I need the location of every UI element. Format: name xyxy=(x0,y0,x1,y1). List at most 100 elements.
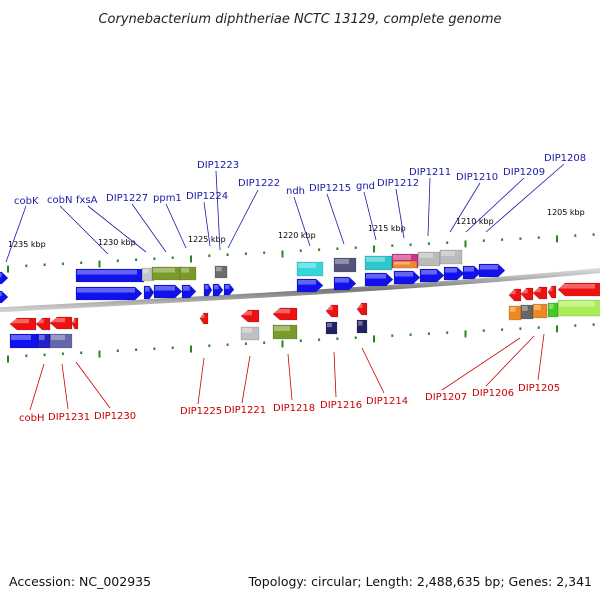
feature-block[interactable] xyxy=(520,304,534,320)
reverse-gene[interactable] xyxy=(325,304,339,318)
gene-label-DIP1209[interactable]: DIP1209 xyxy=(503,167,545,178)
genome-backbone xyxy=(0,267,600,313)
gene-label-DIP1222[interactable]: DIP1222 xyxy=(238,178,280,189)
gene-label-DIP1211[interactable]: DIP1211 xyxy=(409,167,451,178)
forward-gene-labels: cobK cobN fxsA DIP1227 ppm1 DIP1224 DIP1… xyxy=(14,153,586,207)
reverse-gene[interactable] xyxy=(35,317,51,331)
forward-gene[interactable] xyxy=(153,284,183,299)
feature-block-highlight xyxy=(441,251,455,256)
reverse-gene[interactable] xyxy=(547,285,557,299)
gene-label-DIP1205[interactable]: DIP1205 xyxy=(518,383,560,394)
reverse-gene[interactable] xyxy=(557,282,600,297)
forward-gene[interactable] xyxy=(393,270,421,285)
reverse-gene[interactable] xyxy=(520,287,534,301)
gene-label-DIP1208[interactable]: DIP1208 xyxy=(544,153,586,164)
reverse-gene[interactable] xyxy=(272,307,298,321)
gene-label-DIP1231[interactable]: DIP1231 xyxy=(48,412,90,423)
forward-gene[interactable] xyxy=(364,272,394,287)
gene-label-cobK[interactable]: cobK xyxy=(14,196,39,207)
leader-line xyxy=(537,333,545,381)
leader-line xyxy=(465,177,525,233)
feature-block[interactable] xyxy=(417,251,441,267)
reverse-gene-highlight xyxy=(51,318,65,323)
gene-label-DIP1225[interactable]: DIP1225 xyxy=(180,406,222,417)
reverse-gene[interactable] xyxy=(508,288,522,302)
forward-gene[interactable] xyxy=(296,278,324,293)
feature-block[interactable] xyxy=(439,249,463,265)
forward-gene[interactable] xyxy=(462,265,482,280)
feature-block[interactable] xyxy=(392,260,418,269)
feature-block-highlight xyxy=(549,304,554,309)
feature-block[interactable] xyxy=(272,324,298,340)
reverse-gene[interactable] xyxy=(49,316,73,330)
forward-gene[interactable] xyxy=(0,290,9,304)
reverse-gene-highlight xyxy=(534,288,541,293)
feature-block-highlight xyxy=(419,253,433,258)
feature-block-highlight xyxy=(394,262,410,265)
feature-block[interactable] xyxy=(364,255,393,271)
gene-label-DIP1212[interactable]: DIP1212 xyxy=(377,178,419,189)
forward-gene[interactable] xyxy=(143,285,155,300)
gene-label-ndh[interactable]: ndh xyxy=(286,186,305,197)
feature-block[interactable] xyxy=(240,326,260,341)
feature-block[interactable] xyxy=(296,261,324,277)
feature-block[interactable] xyxy=(179,266,197,281)
gene-label-DIP1216[interactable]: DIP1216 xyxy=(320,400,362,411)
gene-label-fxsA[interactable]: fxsA xyxy=(76,195,98,206)
reverse-gene-labels: cobH DIP1231 DIP1230 DIP1225 DIP1221 DIP… xyxy=(19,383,560,424)
gene-label-DIP1227[interactable]: DIP1227 xyxy=(106,193,148,204)
gene-label-ppm1[interactable]: ppm1 xyxy=(153,193,182,204)
forward-gene[interactable] xyxy=(0,271,9,285)
forward-gene[interactable] xyxy=(478,263,506,278)
gene-label-cobN[interactable]: cobN xyxy=(47,195,72,206)
forward-gene[interactable] xyxy=(212,283,224,297)
feature-block[interactable] xyxy=(214,265,228,279)
feature-block[interactable] xyxy=(532,303,548,319)
reverse-gene[interactable] xyxy=(9,317,37,331)
reverse-gene[interactable] xyxy=(356,302,368,316)
feature-block[interactable] xyxy=(49,333,73,349)
feature-block-highlight xyxy=(510,307,516,312)
feature-block[interactable] xyxy=(333,257,357,273)
feature-block[interactable] xyxy=(325,321,338,335)
gene-label-DIP1221[interactable]: DIP1221 xyxy=(224,405,266,416)
forward-gene[interactable] xyxy=(333,276,357,291)
forward-gene-highlight xyxy=(480,265,498,270)
gene-label-gnd[interactable]: gnd xyxy=(356,181,375,192)
feature-block[interactable] xyxy=(547,302,559,318)
reverse-gene[interactable] xyxy=(240,309,260,323)
gene-label-DIP1223[interactable]: DIP1223 xyxy=(197,160,239,171)
gene-label-DIP1207[interactable]: DIP1207 xyxy=(425,392,467,403)
gene-label-DIP1210[interactable]: DIP1210 xyxy=(456,172,498,183)
forward-gene[interactable] xyxy=(75,268,145,283)
leader-line xyxy=(333,351,337,398)
gene-label-DIP1224[interactable]: DIP1224 xyxy=(186,191,228,202)
forward-gene-highlight xyxy=(214,285,219,290)
reverse-gene[interactable] xyxy=(199,312,209,325)
forward-gene[interactable] xyxy=(223,283,235,296)
forward-gene[interactable] xyxy=(419,268,445,283)
genome-summary-text: Topology: circular; Length: 2,488,635 bp… xyxy=(248,574,592,589)
reverse-gene[interactable] xyxy=(71,317,79,330)
feature-block[interactable] xyxy=(557,299,600,317)
gene-label-DIP1215[interactable]: DIP1215 xyxy=(309,183,351,194)
gene-label-DIP1218[interactable]: DIP1218 xyxy=(273,403,315,414)
feature-block[interactable] xyxy=(356,319,368,334)
gene-label-cobH[interactable]: cobH xyxy=(19,413,44,424)
leader-line xyxy=(326,193,345,245)
gene-label-DIP1230[interactable]: DIP1230 xyxy=(94,411,136,422)
forward-gene[interactable] xyxy=(443,266,465,281)
scale-ticks xyxy=(7,233,595,363)
gene-label-DIP1206[interactable]: DIP1206 xyxy=(472,388,514,399)
leader-line xyxy=(197,357,205,405)
forward-gene[interactable] xyxy=(181,284,197,299)
reverse-gene[interactable] xyxy=(532,286,548,300)
forward-gene[interactable] xyxy=(203,283,213,297)
forward-gene-highlight xyxy=(183,286,190,291)
scale-label-1220: 1220 kbp xyxy=(278,231,316,240)
forward-gene[interactable] xyxy=(75,286,143,301)
feature-block[interactable] xyxy=(508,305,522,321)
gene-label-DIP1214[interactable]: DIP1214 xyxy=(366,396,408,407)
leader-line xyxy=(485,335,535,387)
feature-block[interactable] xyxy=(141,267,155,282)
